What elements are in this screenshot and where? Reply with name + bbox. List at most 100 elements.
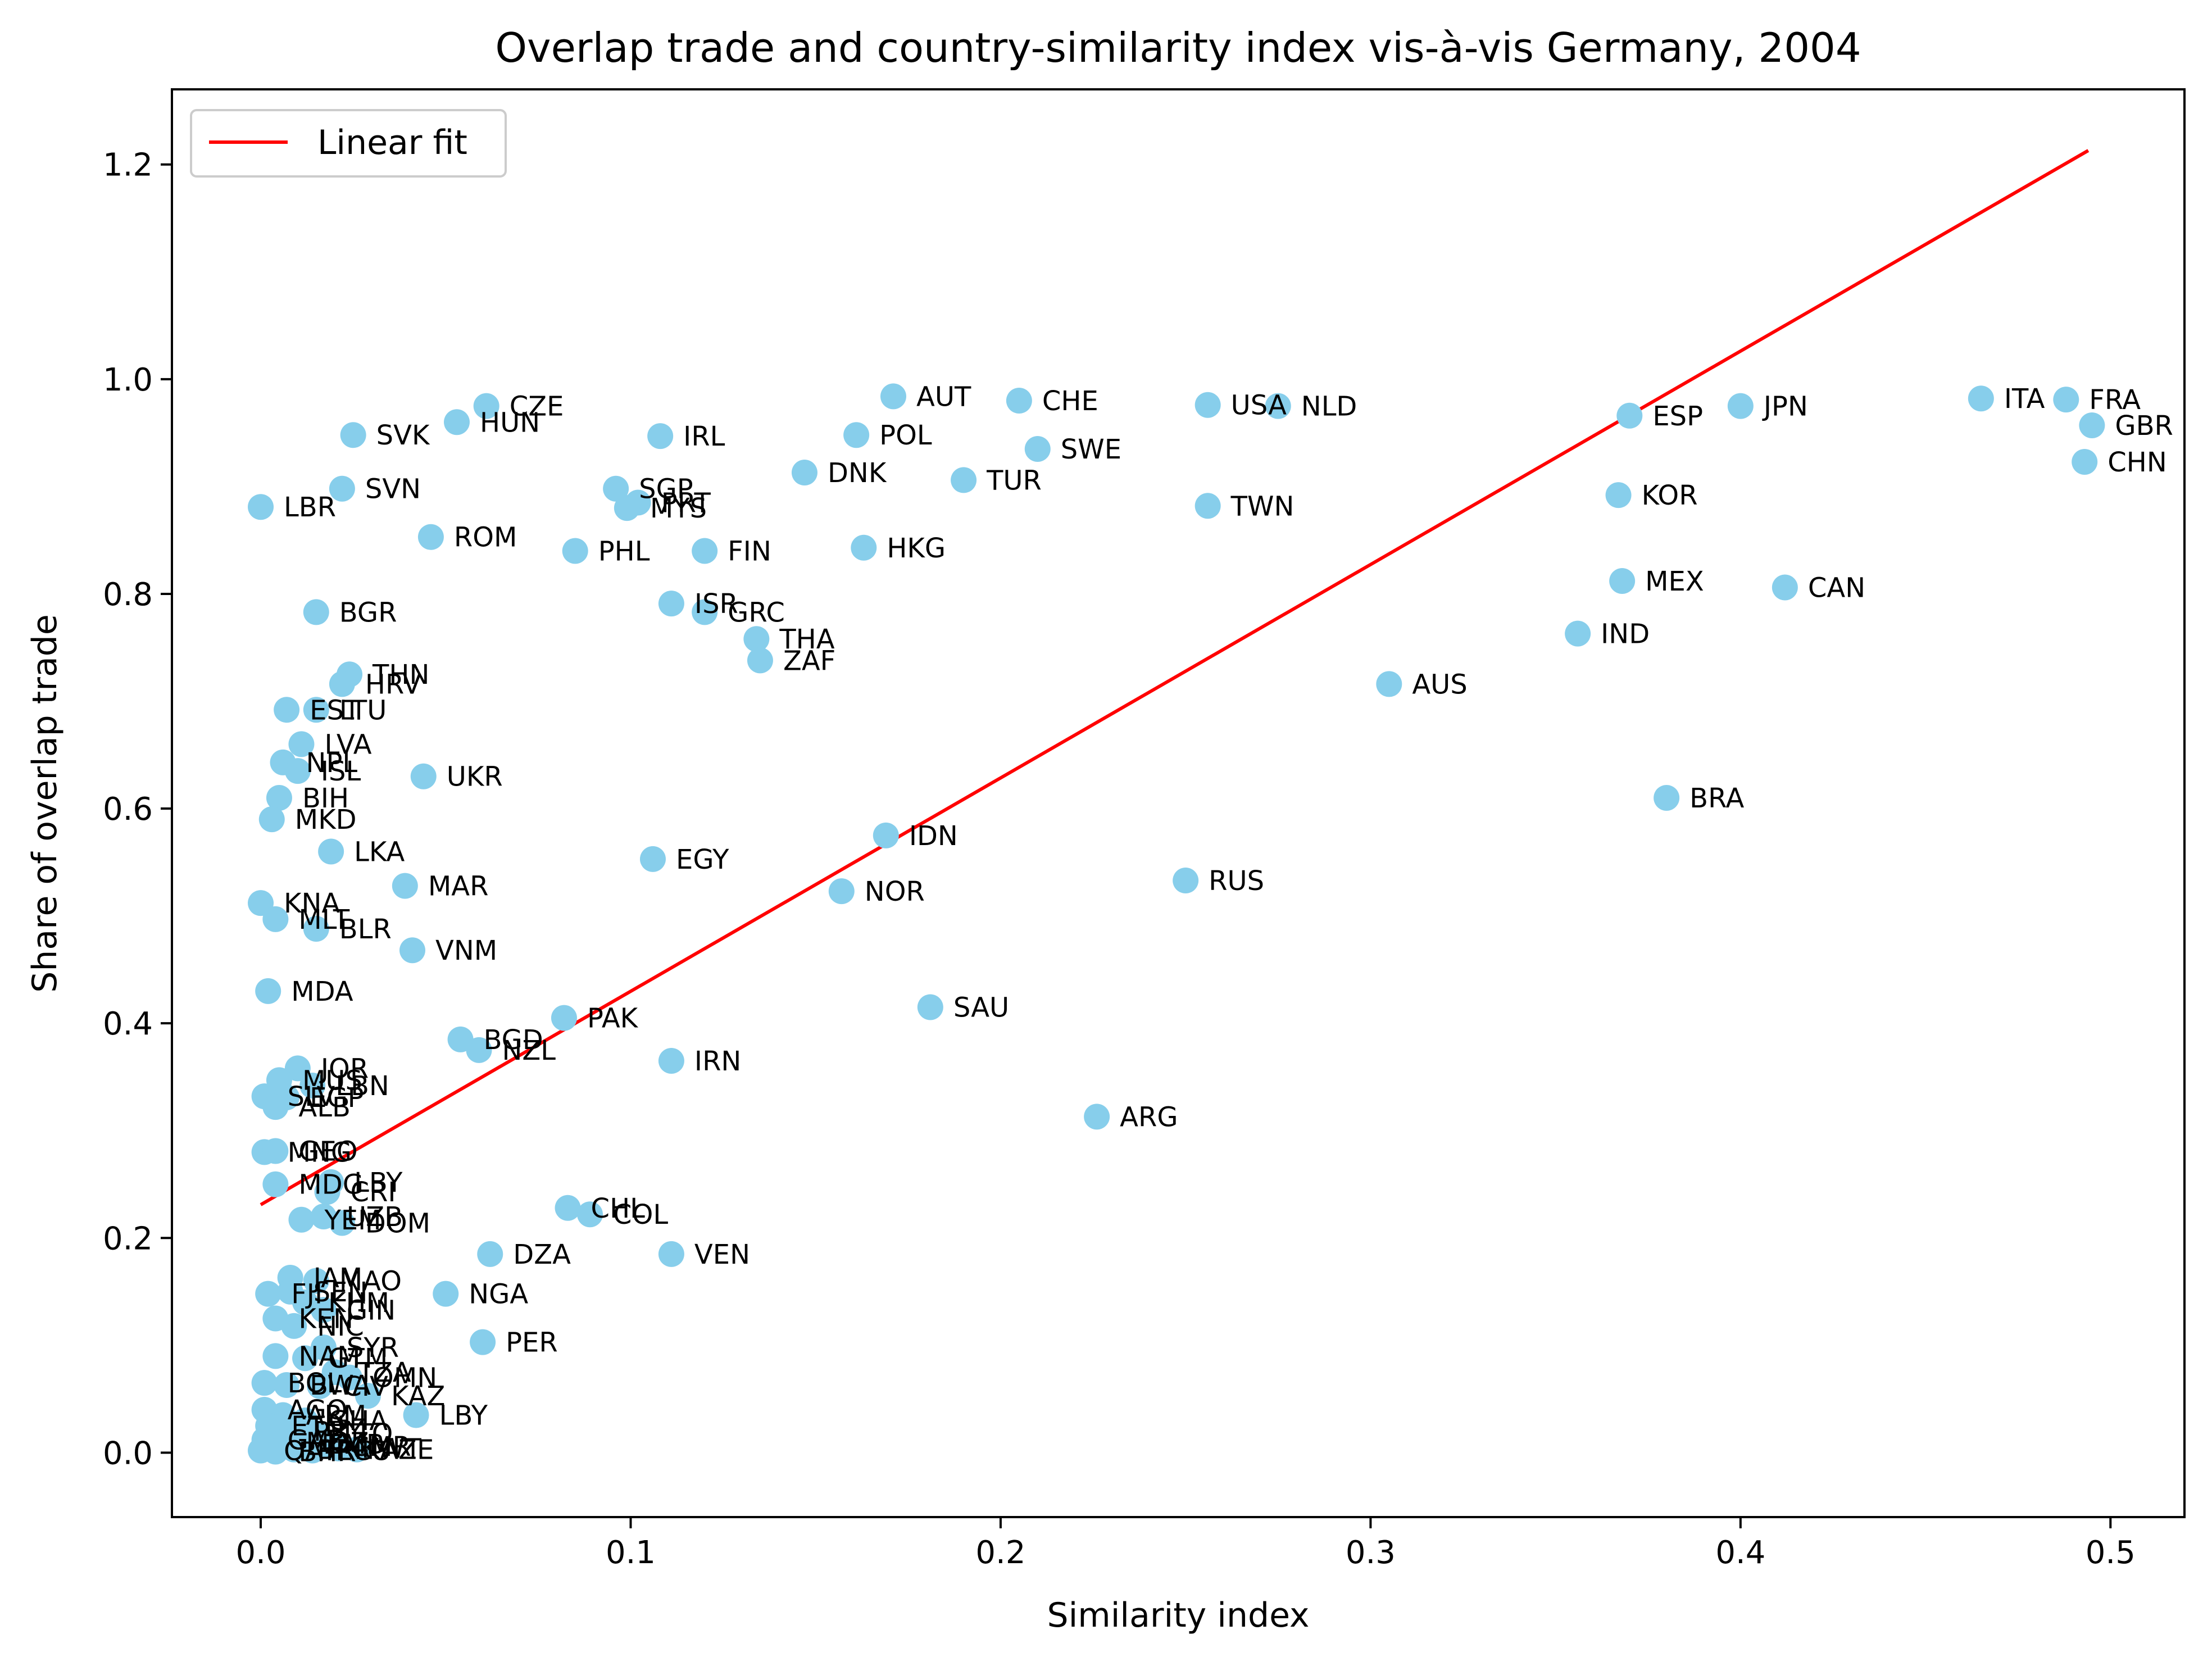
point-label: RUS bbox=[1209, 865, 1264, 897]
y-tick-label: 0.8 bbox=[103, 576, 153, 613]
point-label: BGR bbox=[339, 597, 397, 628]
point-label: ISL bbox=[321, 756, 361, 787]
data-point-can bbox=[1772, 574, 1798, 601]
data-point-hrv bbox=[329, 671, 355, 697]
point-label: PHL bbox=[598, 536, 650, 568]
data-point-bwa bbox=[274, 1372, 300, 1399]
legend-label: Linear fit bbox=[317, 123, 467, 162]
data-point-gtm bbox=[292, 1345, 319, 1372]
x-axis-ticks: 0.0 0.1 0.2 0.3 0.4 0.5 bbox=[235, 1517, 2136, 1571]
data-point-nic bbox=[281, 1313, 307, 1339]
data-point-bgr bbox=[303, 599, 329, 625]
data-point-hun bbox=[444, 409, 470, 435]
data-point-gin bbox=[310, 1297, 337, 1323]
data-point-lbr bbox=[248, 494, 274, 520]
data-point-mar bbox=[392, 873, 418, 899]
legend: Linear fit bbox=[190, 109, 507, 178]
data-point-pol bbox=[843, 422, 870, 448]
data-point-dnk bbox=[791, 460, 817, 486]
data-point-nzl bbox=[466, 1037, 492, 1063]
point-label: CIV bbox=[343, 1371, 388, 1402]
data-point-rom bbox=[417, 524, 444, 550]
data-point-pak bbox=[551, 1005, 577, 1031]
point-label: TWN bbox=[1230, 491, 1295, 522]
point-label: LKA bbox=[354, 836, 405, 868]
data-point-mdg bbox=[262, 1171, 289, 1197]
data-point-nor bbox=[828, 878, 855, 905]
data-point-rus bbox=[1173, 868, 1199, 894]
point-label: MAO bbox=[339, 1266, 402, 1297]
data-point-che bbox=[1006, 388, 1032, 414]
data-point-jor bbox=[284, 1055, 311, 1082]
points-layer bbox=[248, 383, 2105, 1465]
point-label: FRA bbox=[2089, 384, 2141, 416]
x-tick-label: 0.5 bbox=[2086, 1535, 2136, 1571]
y-axis-ticks: 0.0 0.2 0.4 0.6 0.8 1.0 1.2 bbox=[103, 147, 172, 1472]
point-label: MNG bbox=[288, 1137, 352, 1168]
data-point-blr bbox=[303, 916, 329, 942]
point-label: ZAF bbox=[783, 645, 835, 677]
data-point-chl bbox=[555, 1195, 581, 1221]
point-label: GAB bbox=[288, 1424, 346, 1456]
point-label: LVA bbox=[324, 729, 371, 760]
x-tick-label: 0.3 bbox=[1346, 1535, 1396, 1571]
data-point-grc bbox=[692, 599, 718, 625]
chart-title: Overlap trade and country-similarity ind… bbox=[495, 24, 1861, 71]
point-label: PRT bbox=[661, 488, 711, 519]
data-point-yem bbox=[288, 1206, 315, 1233]
data-point-lva bbox=[288, 731, 315, 757]
point-label: NPL bbox=[306, 747, 358, 779]
point-label: SVN bbox=[365, 474, 421, 505]
data-point-isl bbox=[284, 758, 311, 784]
point-label: VEN bbox=[694, 1239, 750, 1270]
point-label: IRN bbox=[694, 1046, 741, 1077]
y-axis-label: Share of overlap trade bbox=[25, 614, 65, 992]
point-label: JPN bbox=[1762, 391, 1808, 423]
point-label: KHM bbox=[328, 1287, 389, 1319]
data-point-cri bbox=[314, 1179, 340, 1205]
point-label: SEN bbox=[314, 1277, 368, 1308]
point-label: NAM bbox=[298, 1341, 360, 1372]
data-point-bih bbox=[266, 784, 292, 811]
data-point-aze bbox=[344, 1436, 370, 1463]
point-label: NOR bbox=[865, 876, 925, 907]
data-point-lby bbox=[403, 1402, 429, 1428]
data-point-sgp bbox=[603, 475, 629, 502]
point-label: FIN bbox=[728, 536, 771, 568]
point-label: ARM bbox=[306, 1400, 367, 1432]
data-point-kaz bbox=[355, 1383, 381, 1409]
point-label: GBR bbox=[2115, 410, 2173, 442]
data-point-irn bbox=[658, 1048, 684, 1074]
data-point-twn bbox=[1194, 493, 1221, 519]
point-label: ROM bbox=[454, 522, 517, 553]
point-label: HRV bbox=[365, 669, 421, 700]
data-point-phl bbox=[562, 538, 588, 564]
point-label: GRC bbox=[728, 597, 785, 628]
data-point-egy bbox=[639, 846, 666, 872]
point-label: CHL bbox=[591, 1193, 646, 1224]
data-point-gbr bbox=[2079, 412, 2105, 438]
point-label: KWT bbox=[361, 1433, 421, 1465]
point-label: EGY bbox=[676, 844, 729, 875]
data-point-alb bbox=[262, 1094, 289, 1120]
data-point-brn bbox=[281, 1436, 307, 1463]
point-label: DNK bbox=[828, 457, 887, 489]
data-point-bra bbox=[1654, 784, 1680, 811]
data-point-geo bbox=[262, 1138, 289, 1164]
point-label: EST bbox=[310, 694, 361, 726]
point-label: ESP bbox=[1652, 401, 1703, 432]
point-label: UKR bbox=[447, 761, 503, 793]
legend-box bbox=[190, 109, 507, 178]
point-label: OMN bbox=[373, 1363, 437, 1394]
data-point-dza bbox=[477, 1241, 503, 1267]
point-label: MUS bbox=[302, 1065, 362, 1096]
data-point-irl bbox=[647, 423, 674, 450]
point-label: IRL bbox=[683, 421, 725, 452]
data-point-aut bbox=[880, 383, 906, 410]
plot-frame bbox=[171, 88, 2186, 1518]
data-point-fra bbox=[2053, 387, 2079, 413]
point-label: DZA bbox=[513, 1239, 571, 1270]
point-label: THA bbox=[779, 624, 834, 655]
data-point-mlt bbox=[262, 906, 289, 932]
